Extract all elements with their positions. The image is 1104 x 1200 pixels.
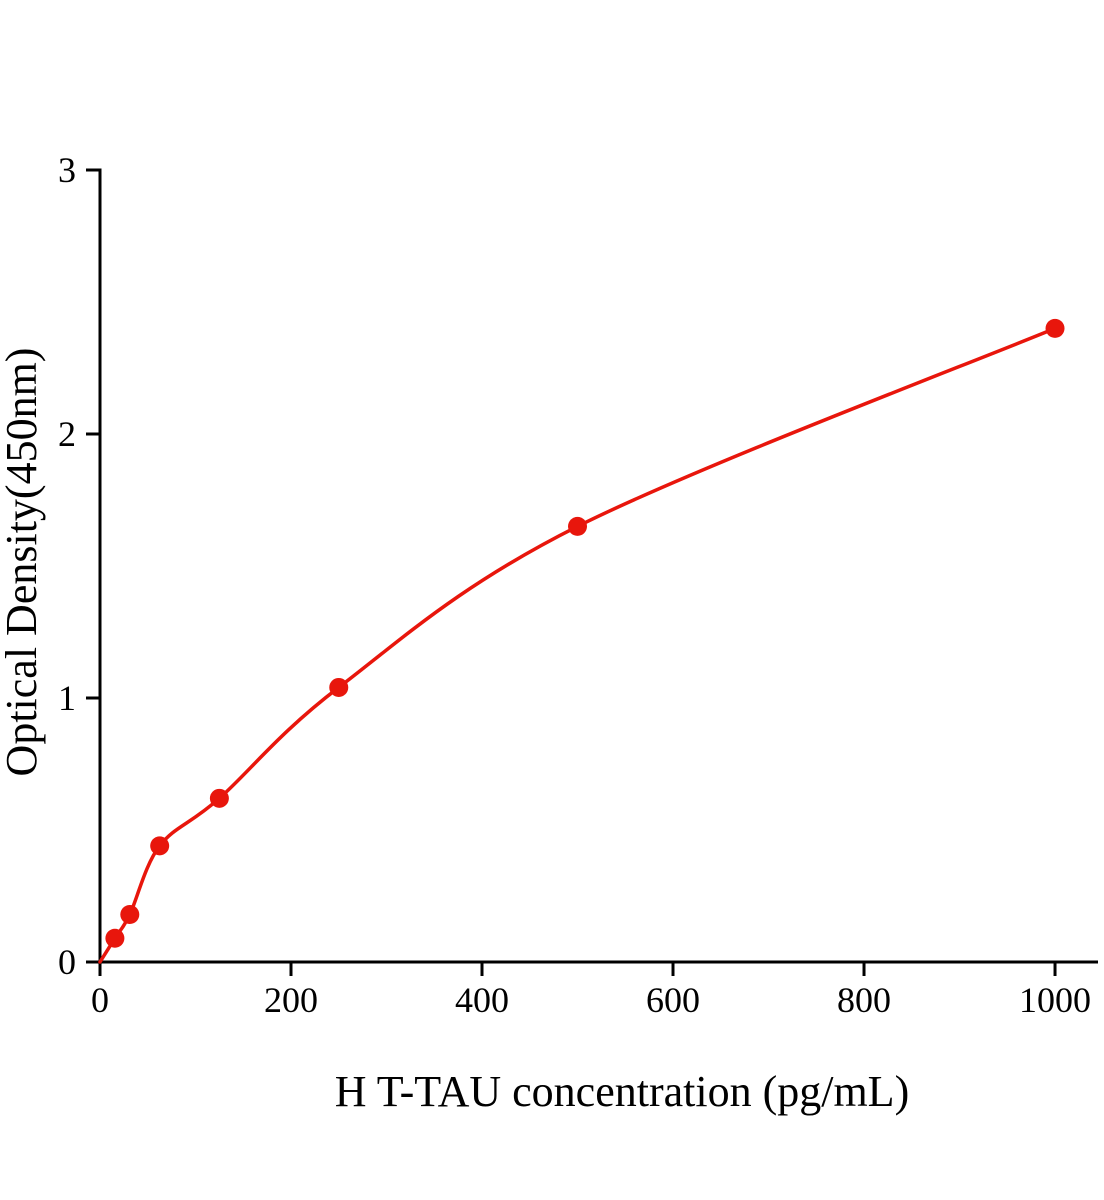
data-series-layer bbox=[98, 318, 1065, 964]
data-point bbox=[209, 788, 229, 808]
x-tick-label: 400 bbox=[455, 980, 509, 1020]
y-axis-title: Optical Density(450nm) bbox=[0, 348, 46, 777]
data-point bbox=[329, 677, 349, 697]
data-point bbox=[150, 836, 170, 856]
x-tick-label: 800 bbox=[837, 980, 891, 1020]
data-point bbox=[568, 516, 588, 536]
standard-curve-line bbox=[98, 326, 1057, 964]
x-tick-label: 600 bbox=[646, 980, 700, 1020]
data-point bbox=[105, 928, 125, 948]
data-point bbox=[1045, 318, 1065, 338]
tick-marks-and-labels: 0 200 400 600 800 1000 0 1 2 3 bbox=[58, 150, 1091, 1020]
x-tick-label: 200 bbox=[264, 980, 318, 1020]
data-point bbox=[120, 904, 140, 924]
x-tick-label: 1000 bbox=[1019, 980, 1091, 1020]
axes bbox=[98, 168, 1098, 964]
y-tick-label: 0 bbox=[58, 942, 76, 982]
y-tick-label: 3 bbox=[58, 150, 76, 190]
x-tick-label: 0 bbox=[91, 980, 109, 1020]
x-axis-title: H T-TAU concentration (pg/mL) bbox=[335, 1067, 909, 1116]
y-tick-label: 2 bbox=[58, 414, 76, 454]
y-tick-label: 1 bbox=[58, 678, 76, 718]
